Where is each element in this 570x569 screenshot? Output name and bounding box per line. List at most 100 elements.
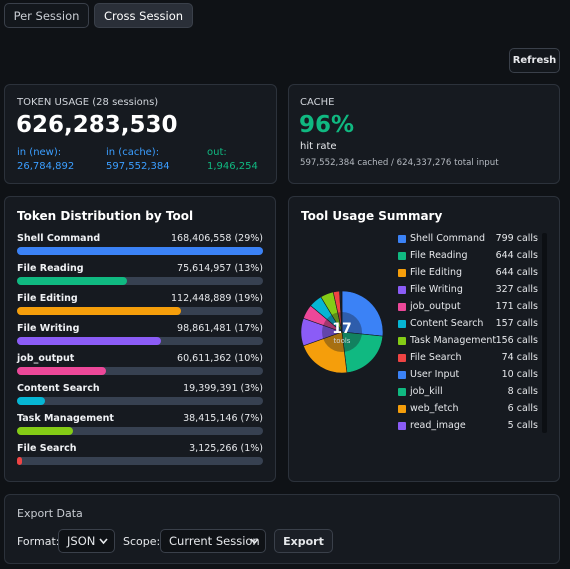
chevron [250,538,259,545]
legend-swatch [398,422,406,430]
legend-name: Shell Command [410,233,486,244]
card-title: Export Data [17,507,83,520]
legend-calls: 6 calls [507,403,538,414]
tool-tokens: 19,399,391 (3%) [183,383,263,394]
legend-swatch [398,269,406,277]
legend-name: Task Management [410,335,497,346]
tool-name: Content Search [17,383,100,394]
chevron [99,538,108,545]
legend-swatch [398,371,406,379]
legend-name: File Search [410,352,462,363]
bar [17,427,74,435]
center-label: tools [334,337,351,345]
bar [17,247,263,255]
export-button[interactable]: Export [274,529,333,553]
tool-name: job_output [17,353,75,364]
tool-name: Shell Command [17,233,101,244]
format-select[interactable]: JSON [58,529,115,553]
legend-name: File Reading [410,250,468,261]
scrollbar [542,233,547,433]
legend-calls: 644 calls [495,250,538,261]
bar-track [17,427,263,435]
bar [17,277,128,285]
legend-swatch [398,252,406,260]
legend-calls: 644 calls [495,267,538,278]
stat-value: 26,784,892 [17,161,75,172]
center-value: 17 [332,321,351,337]
cache-detail: 597,552,384 cached / 624,337,276 total i… [300,158,499,168]
tool-tokens: 60,611,362 (10%) [177,353,263,364]
bar-track [17,367,263,375]
cache-hit-rate: 96% [299,112,355,138]
tool-tokens: 98,861,481 (17%) [177,323,263,334]
legend-name: User Input [410,369,460,380]
legend-name: job_output [410,301,461,312]
legend-name: File Writing [410,284,463,295]
legend-swatch [398,286,406,294]
stat-label: out: [207,147,227,158]
legend-swatch [398,354,406,362]
token-distribution-card: Token Distribution by Tool Shell Command… [4,196,276,482]
tool-tokens: 112,448,889 (19%) [171,293,263,304]
scope-label: Scope: [123,535,161,548]
tool-name: File Writing [17,323,80,334]
select-value: Current Session [169,534,260,548]
card-label: TOKEN USAGE (28 sessions) [17,97,159,108]
stat-label: in (cache): [106,147,160,158]
legend-calls: 156 calls [495,335,538,346]
tool-name: File Editing [17,293,78,304]
bar-track [17,397,263,405]
bar [17,307,182,315]
stat-value: 597,552,384 [106,161,170,172]
tool-name: File Search [17,443,77,454]
legend-swatch [398,303,406,311]
legend-calls: 10 calls [501,369,538,380]
legend-swatch [398,320,406,328]
legend-calls: 157 calls [495,318,538,329]
legend-calls: 327 calls [495,284,538,295]
legend-calls: 8 calls [507,386,538,397]
legend-name: read_image [410,420,466,431]
tool-name: Task Management [17,413,114,424]
tool-usage-card: Tool Usage Summary 17 tools Shell Command… [288,196,560,482]
card-label: CACHE [300,97,335,108]
tool-tokens: 75,614,957 (13%) [177,263,263,274]
export-card: Export Data Format: JSON Scope: Current … [4,494,560,564]
bar-track [17,457,263,465]
legend-swatch [398,388,406,396]
cache-card: CACHE 96% hit rate 597,552,384 cached / … [288,84,560,184]
card-title: Tool Usage Summary [301,209,443,223]
legend-name: job_kill [410,386,443,397]
tool-tokens: 168,406,558 (29%) [171,233,263,244]
pie-slice [341,290,384,337]
format-label: Format: [17,535,60,548]
bar [17,367,106,375]
pie-slice [303,331,348,374]
refresh-button[interactable]: Refresh [509,48,560,73]
select-value: JSON [67,534,96,548]
tool-tokens: 3,125,266 (1%) [189,443,263,454]
legend-name: Content Search [410,318,484,329]
bar-track [17,277,263,285]
card-title: Token Distribution by Tool [17,209,194,223]
tool-name: File Reading [17,263,84,274]
legend-swatch [398,405,406,413]
legend-name: File Editing [410,267,463,278]
legend-name: web_fetch [410,403,459,414]
tab-active[interactable]: Cross Session [94,3,193,28]
bar [17,457,22,465]
stat-label: in (new): [17,147,62,158]
stat-value: 1,946,254 [207,161,258,172]
total-tokens: 626,283,530 [16,112,178,138]
tab[interactable]: Per Session [4,3,89,28]
bar [17,337,162,345]
bar [17,397,46,405]
legend-swatch [398,337,406,345]
scope-select[interactable]: Current Session [160,529,266,553]
tool-tokens: 38,415,146 (7%) [183,413,263,424]
legend-calls: 171 calls [495,301,538,312]
legend-calls: 799 calls [495,233,538,244]
pie-slice [341,331,384,374]
